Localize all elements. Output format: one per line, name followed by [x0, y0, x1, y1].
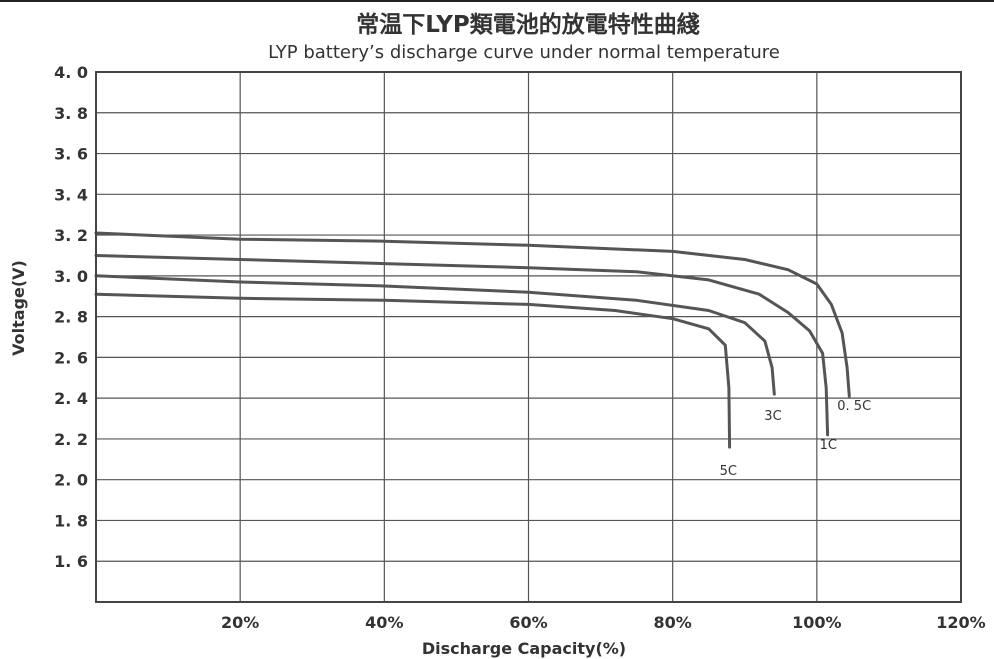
curve-labels: 0. 5C 1C 3C 5C: [720, 399, 872, 479]
discharge-curves: [94, 231, 851, 449]
curve-05c: [94, 231, 851, 398]
x-tick-label: 60%: [509, 613, 547, 632]
curve-1c: [94, 254, 830, 437]
x-tick-label: 120%: [936, 613, 985, 632]
x-tick-label: 20%: [221, 613, 259, 632]
chart-title: 常温下LYP類電池的放電特性曲綫: [356, 11, 700, 38]
y-tick-label: 3. 0: [54, 267, 88, 286]
y-tick-label: 2. 0: [54, 471, 88, 490]
y-tick-label: 3. 8: [54, 104, 88, 123]
y-tick-label: 2. 6: [54, 348, 88, 367]
y-tick-label: 2. 4: [54, 389, 88, 408]
y-tick-label: 2. 2: [54, 430, 88, 449]
y-tick-label: 3. 6: [54, 145, 88, 164]
grid-lines: [96, 72, 961, 602]
chart-subtitle: LYP battery’s discharge curve under norm…: [268, 42, 780, 63]
curve-label: 0. 5C: [837, 399, 871, 414]
x-tick-label: 40%: [365, 613, 403, 632]
y-tick-label: 1. 6: [54, 552, 88, 571]
y-tick-label: 3. 4: [54, 185, 88, 204]
curve-3c: [94, 274, 776, 396]
curve-label: 3C: [764, 409, 781, 424]
x-tick-label: 80%: [654, 613, 692, 632]
x-axis-label: Discharge Capacity(%): [422, 639, 626, 658]
curve-label: 1C: [820, 438, 837, 453]
tick-labels: 20% 40% 60% 80% 100% 120% 4. 0 3. 8 3. 6 3. 4 3. 2…: [54, 63, 986, 632]
y-tick-label: 2. 8: [54, 308, 88, 327]
y-tick-label: 3. 2: [54, 226, 88, 245]
y-tick-label: 1. 8: [54, 511, 88, 530]
y-tick-label: 4. 0: [54, 63, 88, 82]
curve-5c: [94, 292, 732, 449]
y-axis-label: Voltage(V): [9, 260, 28, 356]
x-tick-label: 100%: [792, 613, 841, 632]
curve-label: 5C: [720, 464, 737, 479]
plot-frame: [95, 71, 962, 603]
